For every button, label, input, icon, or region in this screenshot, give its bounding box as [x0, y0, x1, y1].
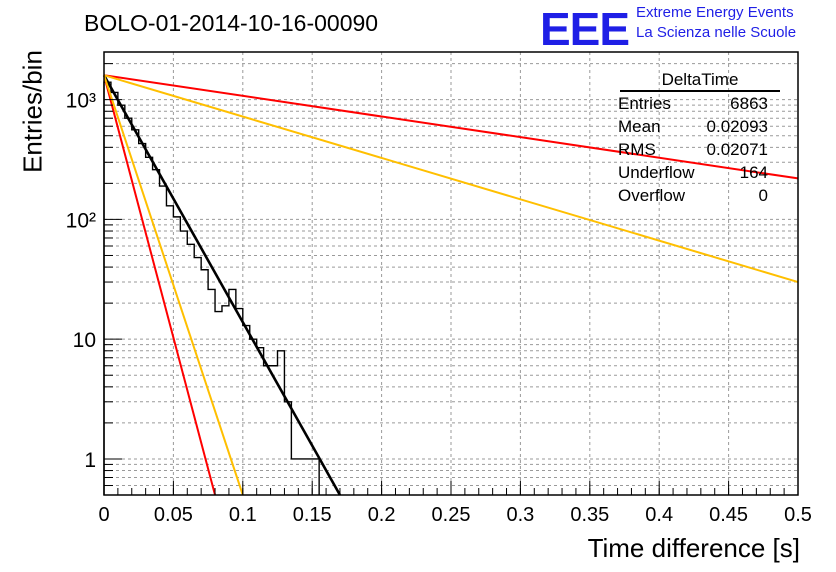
x-tick-label: 0.5 — [784, 504, 812, 526]
stats-row-underflow: Underflow 164 — [610, 161, 780, 184]
x-tick-label: 0.35 — [570, 504, 609, 526]
x-tick-label: 0.45 — [709, 504, 748, 526]
fit-lines — [102, 74, 799, 496]
x-tick-label: 0.4 — [645, 504, 673, 526]
x-tick-label: 0.3 — [506, 504, 534, 526]
y-tick-label: 1 — [84, 449, 96, 472]
series-line-4 — [103, 74, 217, 496]
stats-value: 0.02093 — [706, 117, 768, 136]
y-tick-label: 10³ — [66, 90, 96, 113]
chart-title: BOLO-01-2014-10-16-00090 — [84, 10, 379, 36]
histogram — [103, 81, 320, 495]
stats-value: 0 — [758, 186, 768, 205]
logo-line-2: La Scienza nelle Scuole — [636, 24, 797, 41]
series-line-2 — [103, 74, 799, 180]
x-tick-label: 0.25 — [432, 504, 471, 526]
stats-title: DeltaTime — [620, 70, 780, 92]
stats-box: DeltaTime Entries 6863 Mean 0.02093 RMS … — [610, 70, 780, 207]
stats-value: 0.02071 — [706, 140, 768, 159]
x-tick-label: 0 — [98, 504, 109, 526]
stats-value: 164 — [739, 163, 768, 182]
series-line-5 — [103, 74, 244, 496]
stats-label: Mean — [618, 117, 661, 136]
logo-line-1: Extreme Energy Events — [636, 4, 794, 21]
stats-value: 6863 — [730, 94, 768, 113]
y-axis-label: Entries/bin — [17, 50, 48, 173]
stats-label: RMS — [618, 140, 656, 159]
stats-row-overflow: Overflow 0 — [610, 184, 780, 207]
series-line-1 — [102, 74, 342, 496]
stats-label: Entries — [618, 94, 671, 113]
eee-logo: EEE — [540, 3, 630, 55]
x-tick-label: 0.05 — [154, 504, 193, 526]
stats-label: Overflow — [618, 186, 686, 205]
axis-ticks — [103, 63, 799, 496]
stats-label: Underflow — [618, 163, 695, 182]
tick-labels: 0 0.05 0.1 0.15 0.2 0.25 0.3 0.35 0.4 0.45 0.5 1 10 1… — [66, 90, 812, 526]
series-line-3 — [103, 74, 799, 284]
x-tick-label: 0.15 — [293, 504, 332, 526]
y-tick-label: 10² — [66, 209, 96, 232]
stats-row-entries: Entries 6863 — [610, 92, 780, 115]
x-tick-label: 0.1 — [229, 504, 257, 526]
stats-row-mean: Mean 0.02093 — [610, 115, 780, 138]
stats-row-rms: RMS 0.02071 — [610, 138, 780, 161]
x-axis-label: Time difference [s] — [587, 533, 800, 563]
x-tick-label: 0.2 — [368, 504, 396, 526]
y-tick-label: 10 — [73, 329, 96, 352]
histogram-outline — [103, 81, 320, 495]
